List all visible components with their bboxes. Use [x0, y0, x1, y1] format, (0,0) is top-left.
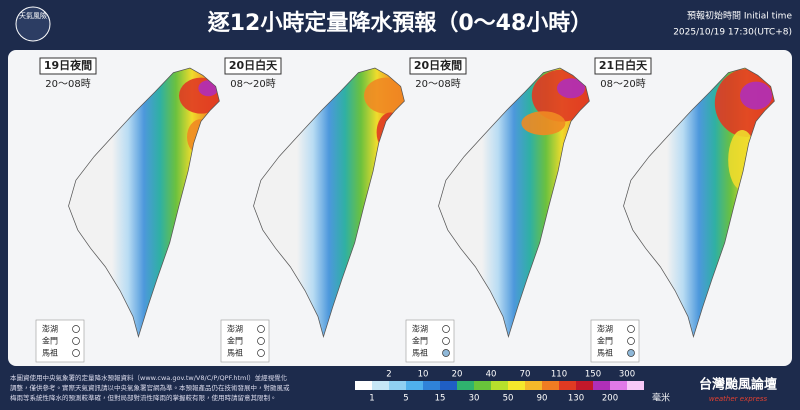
legend-lower: 90	[537, 394, 548, 404]
init-time: 2025/10/19 17:30(UTC+8)	[673, 28, 792, 38]
rain-core	[557, 78, 585, 99]
rain-core	[521, 111, 566, 136]
legend-swatch	[627, 381, 644, 390]
legend-lower: 5	[403, 394, 408, 404]
legend-swatch	[389, 381, 406, 390]
legend-swatch	[355, 381, 372, 390]
island-marker	[442, 325, 450, 333]
island-name: 澎湖	[42, 324, 58, 334]
legend-lower: 200	[602, 394, 618, 404]
island-marker	[627, 325, 635, 333]
legend-upper: 300	[619, 370, 635, 380]
legend-unit: 毫米	[652, 392, 670, 404]
legend-swatch	[525, 381, 542, 390]
island-name: 馬祖	[412, 348, 428, 358]
legend-swatch	[508, 381, 525, 390]
logo-text: 天氣風險	[19, 11, 47, 20]
island-name: 澎湖	[597, 324, 613, 334]
island-name: 澎湖	[412, 324, 428, 334]
legend-lower: 50	[503, 394, 514, 404]
brand-name: 台灣颱風論壇	[699, 377, 777, 393]
legend-upper: 110	[551, 370, 567, 380]
panel-label-box	[224, 57, 282, 75]
legend-lower: 130	[568, 394, 584, 404]
map-area	[8, 50, 792, 366]
island-marker	[442, 349, 450, 357]
island-name: 馬祖	[42, 348, 58, 358]
island-marker	[72, 337, 80, 345]
footer-line: 梅雨等系統性降水的預測較準確，但對局部對流性降雨的掌握較有限，使用時請留意其限制…	[10, 393, 277, 402]
legend-lower: 30	[469, 394, 480, 404]
island-name: 金門	[227, 336, 243, 346]
panel-hours: 20～08時	[45, 78, 90, 90]
panel-hours: 20～08時	[415, 78, 460, 90]
footer-line: 調整，僅供參考。實際天氣資訊請以中央氣象署官網為準。本預報產品仍在技術發展中，對…	[10, 383, 290, 392]
legend-upper: 10	[418, 370, 429, 380]
legend-upper: 20	[452, 370, 463, 380]
panel-day: 20日白天	[229, 58, 278, 72]
brand-tagline: weather express	[709, 395, 768, 403]
legend-swatch	[474, 381, 491, 390]
legend-swatch	[593, 381, 610, 390]
island-name: 馬祖	[597, 348, 613, 358]
footer-line: 本圖資使用中央氣象署的定量降水預報資料（www.cwa.gov.tw/V8/C/…	[10, 373, 288, 382]
island-name: 澎湖	[227, 324, 243, 334]
legend-swatch	[610, 381, 627, 390]
legend-swatch	[559, 381, 576, 390]
island-marker	[72, 349, 80, 357]
legend-swatch	[542, 381, 559, 390]
legend-swatch	[457, 381, 474, 390]
legend-swatch	[406, 381, 423, 390]
island-name: 金門	[597, 336, 613, 346]
title: 逐12小時定量降水預報（0～48小時）	[208, 10, 593, 36]
panel-label-box	[594, 57, 652, 75]
island-marker	[627, 349, 635, 357]
legend-upper: 2	[386, 370, 391, 380]
island-name: 金門	[42, 336, 58, 346]
legend-swatch	[576, 381, 593, 390]
island-marker	[257, 337, 265, 345]
legend-swatch	[423, 381, 440, 390]
island-marker	[627, 337, 635, 345]
island-marker	[442, 337, 450, 345]
panel-day: 21日白天	[599, 58, 648, 72]
legend-swatch	[372, 381, 389, 390]
panel-label-box	[409, 57, 467, 75]
legend-swatch	[491, 381, 508, 390]
rain-core	[740, 81, 772, 110]
logo-badge	[15, 6, 51, 42]
panel-day: 19日夜間	[44, 58, 92, 72]
panel-day: 20日夜間	[414, 58, 462, 72]
panel-hours: 08～20時	[600, 78, 645, 90]
init-label: 預報初始時間 Initial time	[687, 10, 792, 22]
rain-core	[364, 77, 405, 114]
legend-lower: 15	[435, 394, 446, 404]
footer: 本圖資使用中央氣象署的定量降水預報資料（www.cwa.gov.tw/V8/C/…	[10, 373, 290, 402]
legend-upper: 40	[486, 370, 497, 380]
island-marker	[257, 349, 265, 357]
legend-swatch	[440, 381, 457, 390]
panel-label-box	[39, 57, 97, 75]
island-name: 金門	[412, 336, 428, 346]
panel-hours: 08～20時	[230, 78, 275, 90]
legend-upper: 70	[520, 370, 531, 380]
island-marker	[72, 325, 80, 333]
island-marker	[257, 325, 265, 333]
legend-lower: 1	[369, 394, 374, 404]
island-name: 馬祖	[227, 348, 243, 358]
legend-upper: 150	[585, 370, 601, 380]
